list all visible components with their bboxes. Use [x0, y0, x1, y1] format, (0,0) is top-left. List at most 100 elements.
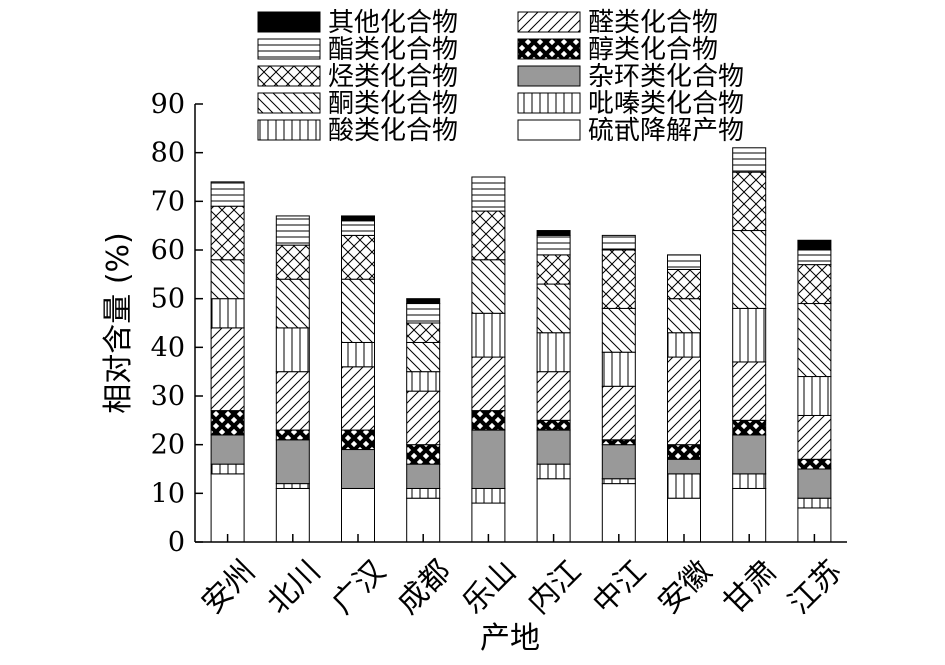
- bar-segment: [732, 361, 767, 421]
- legend-swatch: [517, 65, 581, 87]
- bar-segment: [275, 487, 310, 543]
- bar-segment: [797, 468, 832, 499]
- legend-swatch: [257, 38, 321, 60]
- legend-swatch: [257, 119, 321, 141]
- bar-segment: [471, 429, 506, 489]
- bar-segment: [341, 278, 375, 343]
- bar-segment: [667, 254, 701, 270]
- bar-segment: [601, 234, 636, 251]
- y-tick-label: 70: [151, 186, 185, 217]
- x-category-label: 中江: [586, 554, 653, 621]
- legend-swatch: [257, 65, 321, 87]
- bar-segment: [667, 356, 701, 446]
- bar-segment: [732, 171, 767, 232]
- bar-segment: [210, 434, 245, 465]
- bar-segment: [536, 463, 571, 480]
- y-tick-label: 40: [151, 332, 185, 363]
- bar-segment: [210, 410, 245, 436]
- legend-label: 杂环类化合物: [588, 62, 744, 92]
- bar-segment: [210, 259, 245, 300]
- bar-segment: [667, 332, 701, 358]
- bar-segment: [406, 322, 441, 343]
- bar-segment: [667, 268, 701, 300]
- bar-segment: [406, 298, 441, 305]
- x-category-label: 甘肃: [717, 554, 784, 621]
- bar-segment: [732, 230, 767, 309]
- bar-segment: [471, 410, 506, 431]
- bar-segment: [406, 303, 441, 324]
- legend-swatch: [517, 11, 581, 33]
- bar-segment: [601, 249, 636, 309]
- bar-segment: [341, 220, 375, 236]
- bar-segment: [732, 487, 767, 543]
- bar-segment: [536, 230, 571, 236]
- bar-segment: [406, 371, 441, 392]
- legend-swatch: [517, 38, 581, 60]
- bar-segment: [536, 371, 571, 421]
- bar-segment: [210, 205, 245, 261]
- bar-segment: [406, 463, 441, 489]
- bar-segment: [406, 341, 441, 373]
- bar-segment: [210, 473, 245, 543]
- bar-segment: [210, 327, 245, 412]
- bar-segment: [732, 434, 767, 475]
- axes: [194, 104, 847, 543]
- bar-segment: [536, 283, 571, 334]
- legend-label: 烃类化合物: [328, 62, 458, 92]
- bar-segment: [341, 366, 375, 431]
- x-category-label: 乐山: [456, 554, 523, 621]
- bar-segment: [536, 478, 571, 543]
- bar-segment: [210, 298, 245, 329]
- bar-segment: [536, 234, 571, 256]
- bar-segment: [275, 244, 310, 280]
- legend-swatch: [257, 92, 321, 114]
- bar-segment: [536, 332, 571, 373]
- bar-segment: [406, 444, 441, 465]
- bars: [210, 147, 832, 543]
- bar-segment: [341, 487, 375, 543]
- bar-segment: [275, 439, 310, 485]
- legend-label: 酯类化合物: [328, 35, 458, 65]
- y-tick-label: 50: [151, 284, 185, 315]
- bar-segment: [341, 234, 375, 280]
- x-category-label: 安徽: [651, 554, 718, 621]
- bar-segment: [471, 259, 506, 314]
- bar-segment: [471, 210, 506, 261]
- legend-label: 醛类化合物: [588, 8, 718, 38]
- bar-segment: [797, 303, 832, 378]
- bar-segment: [797, 376, 832, 416]
- bar-segment: [797, 414, 832, 460]
- bar-segment: [210, 463, 245, 475]
- bar-segment: [601, 483, 636, 543]
- x-category-label: 成都: [391, 554, 458, 621]
- legend-label: 醇类化合物: [588, 35, 718, 65]
- y-tick-label: 90: [151, 89, 185, 120]
- bar-segment: [341, 429, 375, 451]
- bar-segment: [406, 487, 441, 499]
- x-category-label: 北川: [260, 554, 327, 621]
- x-category-label: 内江: [521, 554, 588, 621]
- bar-segment: [601, 385, 636, 441]
- bar-segment: [667, 298, 701, 334]
- bar-segment: [797, 497, 832, 509]
- bar-segment: [797, 458, 832, 470]
- y-tick-label: 30: [151, 381, 185, 412]
- legend-label: 吡嗪类化合物: [588, 89, 744, 119]
- bar-segment: [797, 249, 832, 266]
- bar-segment: [275, 215, 310, 246]
- legend-swatch: [257, 11, 321, 33]
- bar-segment: [210, 181, 245, 207]
- bar-segment: [536, 254, 571, 285]
- bar-segment: [797, 264, 832, 305]
- bar-segment: [732, 147, 767, 173]
- x-category-label: 江苏: [782, 554, 849, 621]
- bar-segment: [406, 390, 441, 446]
- bar-segment: [601, 307, 636, 353]
- y-ticks: 0 10 20 30 40 50 60 70 80 90: [151, 89, 203, 558]
- bar-segment: [471, 356, 506, 412]
- bar-segment: [732, 419, 767, 436]
- bar-segment: [601, 444, 636, 480]
